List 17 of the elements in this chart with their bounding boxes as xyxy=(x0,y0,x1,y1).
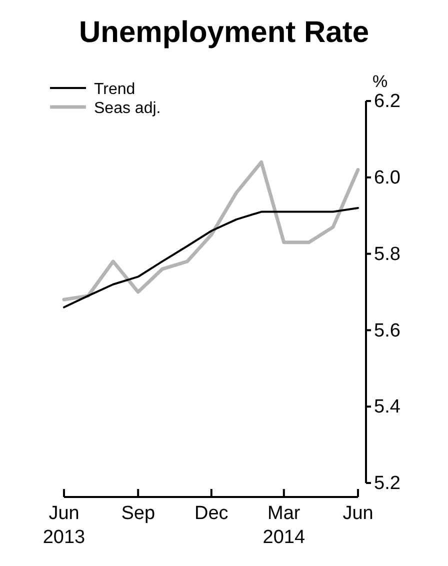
line-series xyxy=(62,160,360,302)
x-tick-label: Jun xyxy=(342,503,374,524)
y-axis-title: % xyxy=(372,72,388,91)
x-tick-label: Jun 2013 xyxy=(42,503,86,548)
y-tick-label: 6.0 xyxy=(374,167,400,188)
line-series xyxy=(63,206,359,308)
legend-label: Seas adj. xyxy=(94,100,161,117)
y-tick-label: 6.2 xyxy=(374,91,400,112)
y-tick-label: 5.2 xyxy=(374,473,400,494)
x-tick-label: Sep xyxy=(121,503,156,524)
legend-label: Trend xyxy=(94,81,136,98)
chart-title: Unemployment Rate xyxy=(78,16,370,49)
x-tick-label: Mar 2014 xyxy=(262,503,306,548)
y-tick-label: 5.6 xyxy=(374,320,400,342)
y-tick-label: 5.4 xyxy=(374,396,401,418)
x-tick-label: Dec xyxy=(194,503,228,524)
y-tick-label: 5.8 xyxy=(374,244,400,265)
